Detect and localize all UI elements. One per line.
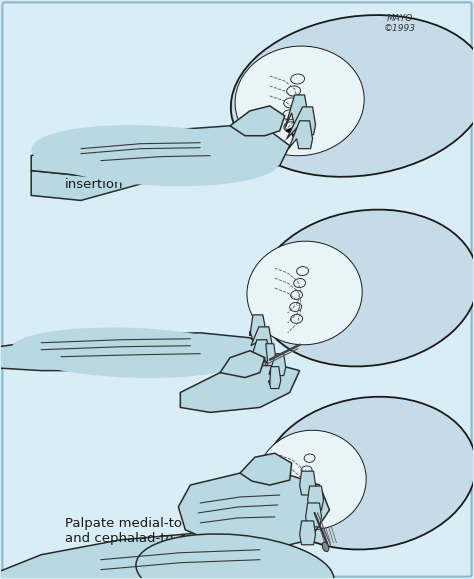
Ellipse shape: [301, 466, 312, 474]
Polygon shape: [269, 367, 281, 389]
Ellipse shape: [256, 210, 474, 367]
Ellipse shape: [231, 15, 474, 177]
Polygon shape: [300, 471, 316, 495]
Ellipse shape: [291, 314, 302, 323]
Polygon shape: [220, 351, 265, 378]
Polygon shape: [0, 533, 270, 579]
Polygon shape: [252, 340, 270, 365]
Polygon shape: [264, 344, 276, 365]
Ellipse shape: [297, 266, 309, 276]
Polygon shape: [306, 503, 321, 527]
Ellipse shape: [290, 302, 301, 312]
Polygon shape: [300, 521, 316, 545]
Ellipse shape: [298, 478, 309, 486]
Ellipse shape: [247, 241, 362, 345]
Polygon shape: [31, 171, 161, 200]
Ellipse shape: [298, 502, 309, 510]
Text: Introducer
insertion: Introducer insertion: [35, 339, 103, 367]
Ellipse shape: [284, 122, 298, 132]
Polygon shape: [250, 315, 266, 341]
Ellipse shape: [291, 291, 302, 299]
Polygon shape: [0, 333, 270, 371]
Text: Palpate medial-to-lateral
and cephalad-to-caudad: Palpate medial-to-lateral and cephalad-t…: [65, 517, 230, 545]
Ellipse shape: [291, 74, 305, 84]
Polygon shape: [180, 362, 300, 412]
Polygon shape: [178, 473, 329, 549]
Polygon shape: [240, 453, 292, 485]
Polygon shape: [285, 95, 308, 129]
Ellipse shape: [31, 125, 280, 186]
Ellipse shape: [287, 86, 301, 96]
Ellipse shape: [257, 430, 366, 530]
Polygon shape: [31, 126, 290, 178]
Ellipse shape: [283, 110, 297, 120]
Ellipse shape: [284, 98, 298, 108]
Ellipse shape: [235, 46, 364, 156]
Ellipse shape: [136, 534, 334, 579]
Polygon shape: [287, 107, 316, 139]
Polygon shape: [269, 354, 286, 376]
Polygon shape: [289, 121, 312, 149]
Text: MAYO
©1993: MAYO ©1993: [383, 14, 416, 33]
Ellipse shape: [297, 490, 308, 498]
Polygon shape: [308, 486, 323, 510]
Ellipse shape: [263, 397, 474, 549]
Ellipse shape: [11, 328, 250, 378]
Polygon shape: [251, 327, 272, 353]
Text: Spinal needle
insertion: Spinal needle insertion: [65, 163, 156, 191]
Ellipse shape: [322, 542, 329, 552]
Ellipse shape: [294, 278, 306, 288]
Ellipse shape: [304, 454, 315, 463]
Polygon shape: [230, 106, 285, 135]
